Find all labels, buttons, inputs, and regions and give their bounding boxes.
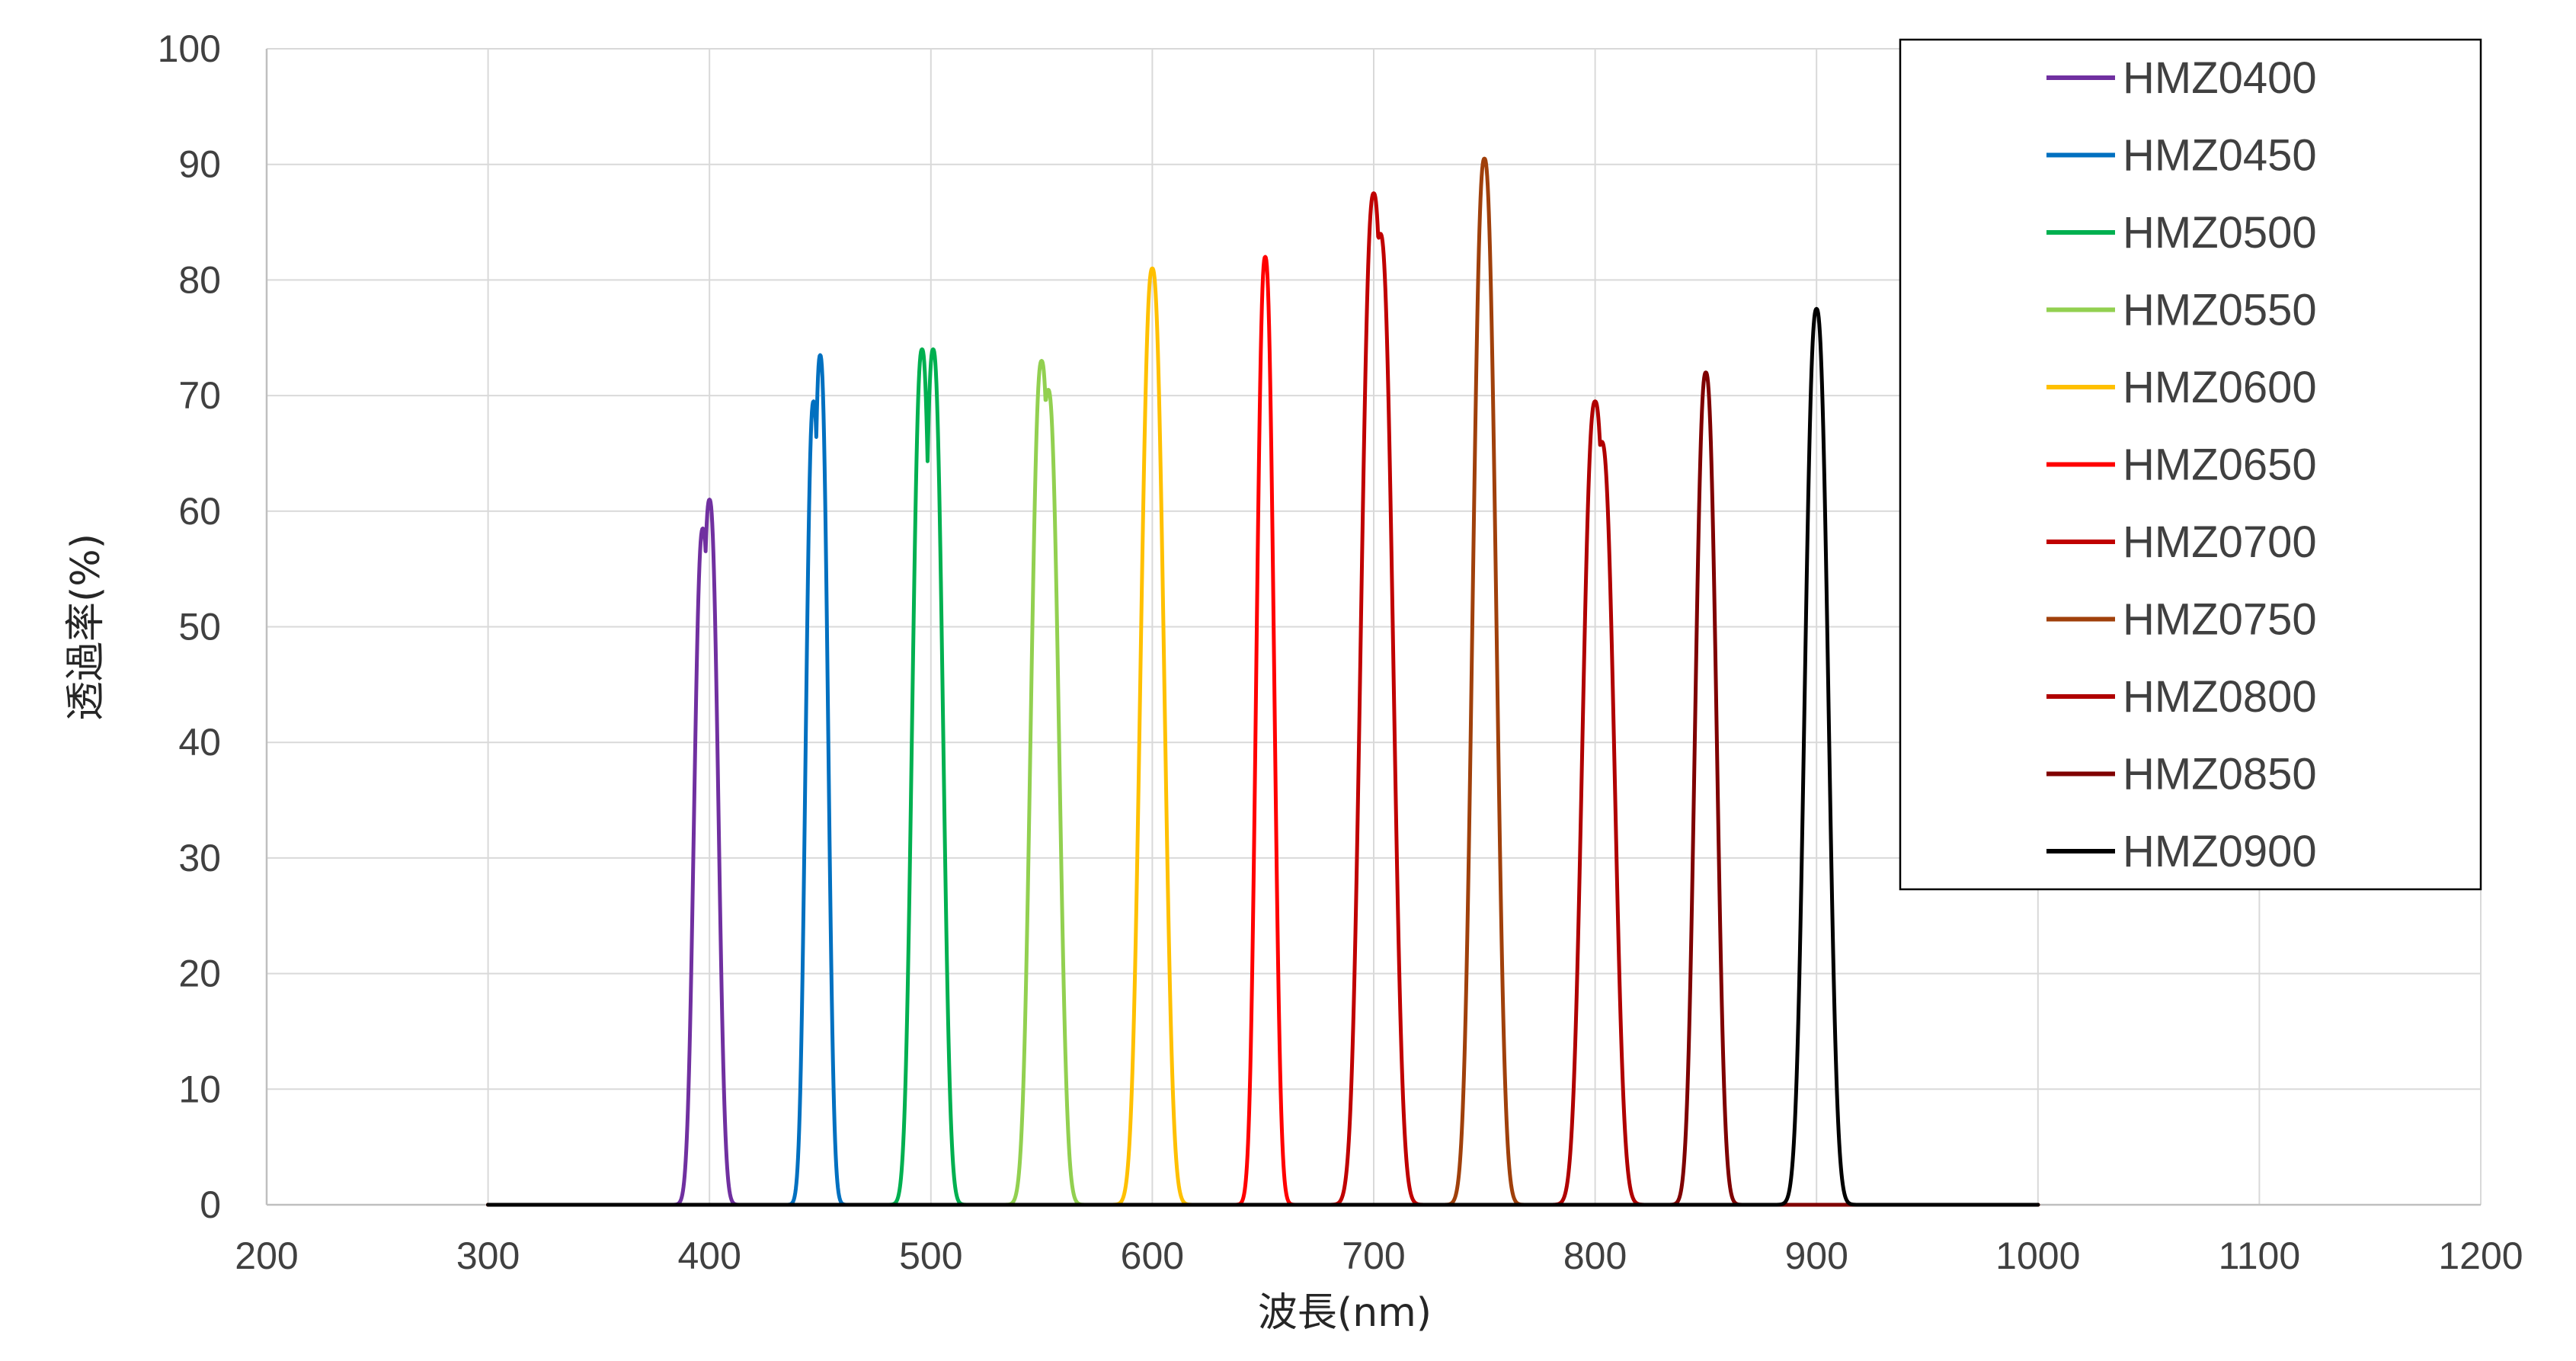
x-tick-label: 700 bbox=[1342, 1235, 1405, 1277]
x-tick-label: 600 bbox=[1121, 1235, 1184, 1277]
legend-label: HMZ0550 bbox=[2123, 286, 2317, 335]
y-tick-label: 70 bbox=[178, 374, 221, 417]
legend-label: HMZ0850 bbox=[2123, 750, 2317, 799]
x-tick-label: 800 bbox=[1563, 1235, 1627, 1277]
legend-label: HMZ0750 bbox=[2123, 595, 2317, 645]
series-line-hmz0900 bbox=[486, 306, 2040, 1207]
x-tick-label: 1200 bbox=[2438, 1235, 2523, 1277]
legend: HMZ0400 HMZ0450 HMZ0500 HMZ0550 HMZ0600 HMZ06… bbox=[1899, 38, 2482, 891]
x-tick-label: 900 bbox=[1784, 1235, 1848, 1277]
x-tick-label: 500 bbox=[899, 1235, 962, 1277]
y-tick-label: 0 bbox=[200, 1183, 221, 1226]
legend-label: HMZ0450 bbox=[2123, 131, 2317, 181]
y-axis-title: 透過率(%) bbox=[63, 533, 109, 721]
legend-label: HMZ0400 bbox=[2123, 53, 2317, 103]
y-tick-label: 10 bbox=[178, 1068, 221, 1110]
legend-label: HMZ0500 bbox=[2123, 208, 2317, 258]
y-tick-label: 100 bbox=[158, 27, 221, 70]
y-tick-label: 80 bbox=[178, 258, 221, 301]
y-tick-label: 30 bbox=[178, 837, 221, 879]
legend-box bbox=[1899, 38, 2482, 891]
series-lines bbox=[486, 156, 2040, 1207]
x-tick-label: 400 bbox=[677, 1235, 741, 1277]
legend-label: HMZ0700 bbox=[2123, 517, 2317, 567]
y-tick-label: 20 bbox=[178, 953, 221, 995]
legend-label: HMZ0600 bbox=[2123, 363, 2317, 412]
legend-label: HMZ0800 bbox=[2123, 672, 2317, 722]
x-axis-title: 波長(nm) bbox=[1258, 1290, 1432, 1336]
x-tick-label: 1100 bbox=[2219, 1235, 2301, 1277]
tick-labels: 200 300 400 500 600 700 800 900 1000 1100 1200 0 10 2… bbox=[158, 27, 2523, 1277]
legend-label: HMZ0900 bbox=[2123, 827, 2317, 876]
legend-label: HMZ0650 bbox=[2123, 440, 2317, 490]
y-tick-label: 60 bbox=[178, 490, 221, 533]
x-tick-label: 300 bbox=[456, 1235, 520, 1277]
y-tick-label: 40 bbox=[178, 721, 221, 764]
x-tick-label: 1000 bbox=[1995, 1235, 2080, 1277]
y-tick-label: 90 bbox=[178, 143, 221, 186]
y-tick-label: 50 bbox=[178, 606, 221, 648]
x-tick-label: 200 bbox=[235, 1235, 298, 1277]
